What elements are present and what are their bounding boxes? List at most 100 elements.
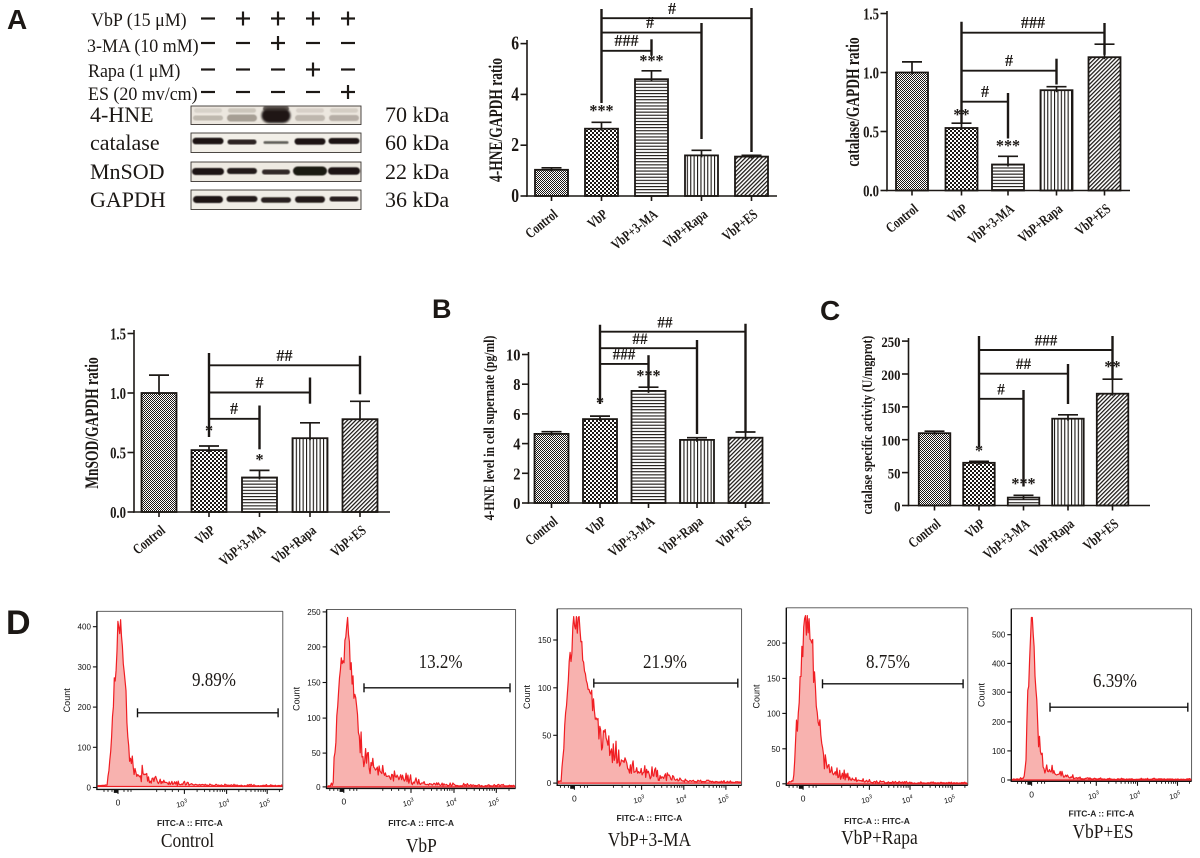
svg-text:0: 0 [1029, 789, 1034, 799]
svg-text:0.5: 0.5 [110, 445, 126, 463]
svg-text:105: 105 [1168, 790, 1181, 801]
svg-text:VbP (15 μM): VbP (15 μM) [91, 10, 187, 31]
svg-text:0: 0 [1001, 776, 1006, 785]
svg-text:200: 200 [78, 703, 92, 712]
svg-text:##: ## [1016, 356, 1031, 373]
svg-text:103: 103 [1087, 790, 1100, 801]
svg-text:100: 100 [78, 743, 92, 752]
svg-text:2: 2 [511, 133, 519, 155]
svg-text:FITC-A :: FITC-A: FITC-A :: FITC-A [617, 813, 683, 823]
svg-text:0: 0 [116, 797, 121, 807]
svg-text:9.89%: 9.89% [192, 669, 236, 692]
svg-text:###: ### [613, 346, 636, 363]
svg-text:50: 50 [542, 731, 551, 740]
svg-text:FITC-A :: FITC-A: FITC-A :: FITC-A [157, 818, 223, 828]
svg-text:##: ## [657, 314, 672, 331]
svg-text:catalase: catalase [90, 130, 160, 155]
svg-text:MnSOD/GAPDH ratio: MnSOD/GAPDH ratio [81, 357, 103, 488]
svg-text:Count: Count [522, 685, 532, 710]
svg-text:200: 200 [307, 643, 321, 652]
svg-text:50: 50 [771, 745, 780, 754]
svg-text:#: # [1005, 51, 1014, 70]
svg-text:50: 50 [888, 467, 901, 483]
svg-text:100: 100 [992, 747, 1006, 756]
svg-text:D: D [6, 604, 31, 642]
svg-text:250: 250 [881, 335, 900, 351]
svg-text:0: 0 [86, 784, 91, 793]
svg-text:400: 400 [992, 659, 1006, 668]
svg-text:FITC-A :: FITC-A: FITC-A :: FITC-A [388, 818, 454, 828]
svg-text:22 kDa: 22 kDa [385, 159, 449, 184]
svg-text:103: 103 [175, 798, 188, 809]
svg-text:4: 4 [513, 436, 520, 454]
svg-text:8: 8 [513, 376, 520, 394]
svg-text:100: 100 [538, 684, 552, 693]
svg-text:0: 0 [572, 793, 577, 803]
svg-text:VbP+3-MA: VbP+3-MA [608, 829, 692, 852]
svg-text:Count: Count [976, 683, 986, 708]
svg-text:VbP: VbP [406, 835, 437, 858]
svg-text:0.0: 0.0 [110, 504, 126, 522]
svg-text:Count: Count [751, 684, 761, 709]
svg-text:4: 4 [511, 83, 519, 105]
svg-text:#: # [997, 381, 1005, 398]
svg-text:100: 100 [767, 709, 781, 718]
svg-text:150: 150 [767, 674, 781, 683]
svg-text:0: 0 [513, 495, 520, 513]
svg-text:50: 50 [312, 749, 321, 758]
svg-text:150: 150 [538, 636, 552, 645]
svg-text:400: 400 [78, 623, 92, 632]
svg-text:103: 103 [860, 794, 873, 805]
svg-text:0.0: 0.0 [863, 183, 879, 201]
svg-text:105: 105 [717, 794, 730, 805]
svg-text:100: 100 [307, 714, 321, 723]
svg-text:100: 100 [881, 434, 900, 450]
svg-text:FITC-A :: FITC-A: FITC-A :: FITC-A [1069, 809, 1135, 819]
svg-text:200: 200 [767, 639, 781, 648]
svg-text:MnSOD: MnSOD [90, 159, 165, 184]
svg-text:500: 500 [992, 631, 1006, 640]
svg-text:Count: Count [292, 686, 302, 711]
svg-text:4-HNE: 4-HNE [90, 102, 154, 127]
svg-text:catalase specific activity (U/: catalase specific activity (U/mgprot) [859, 336, 876, 515]
svg-text:104: 104 [1128, 790, 1141, 801]
svg-text:ES (20 mv/cm): ES (20 mv/cm) [88, 84, 198, 105]
svg-text:1.5: 1.5 [863, 6, 879, 24]
svg-text:GAPDH: GAPDH [90, 187, 166, 212]
svg-text:C: C [820, 295, 840, 326]
svg-text:#: # [668, 0, 677, 18]
svg-text:21.9%: 21.9% [643, 651, 687, 674]
svg-text:8.75%: 8.75% [866, 651, 910, 674]
svg-text:70 kDa: 70 kDa [385, 102, 449, 127]
svg-text:6: 6 [511, 32, 519, 54]
svg-text:0: 0 [776, 780, 781, 789]
svg-text:***: *** [639, 51, 663, 70]
svg-text:105: 105 [487, 797, 500, 808]
svg-text:##: ## [632, 331, 647, 348]
svg-text:105: 105 [943, 794, 956, 805]
svg-text:#: # [255, 373, 264, 392]
svg-text:1.5: 1.5 [110, 326, 126, 344]
svg-text:0: 0 [316, 783, 321, 792]
svg-text:250: 250 [307, 608, 321, 617]
svg-text:3-MA (10 mM): 3-MA (10 mM) [87, 36, 199, 57]
svg-text:1.0: 1.0 [863, 65, 879, 83]
svg-text:150: 150 [881, 401, 900, 417]
svg-text:*: * [975, 441, 983, 460]
svg-text:104: 104 [445, 797, 458, 808]
svg-text:Control: Control [161, 830, 214, 853]
svg-text:VbP+ES: VbP+ES [1072, 821, 1133, 844]
svg-text:0.5: 0.5 [863, 124, 879, 142]
svg-text:10: 10 [506, 346, 521, 364]
svg-text:#: # [981, 82, 990, 101]
svg-text:300: 300 [992, 688, 1006, 697]
svg-text:1.0: 1.0 [110, 385, 126, 403]
svg-text:###: ### [614, 31, 639, 50]
svg-text:***: *** [996, 136, 1020, 155]
svg-text:104: 104 [675, 794, 688, 805]
svg-text:***: *** [589, 101, 613, 120]
svg-text:6.39%: 6.39% [1093, 670, 1137, 693]
svg-text:catalase/GAPDH ratio: catalase/GAPDH ratio [842, 37, 864, 166]
svg-text:VbP+Rapa: VbP+Rapa [841, 827, 918, 850]
svg-text:0: 0 [894, 500, 900, 516]
